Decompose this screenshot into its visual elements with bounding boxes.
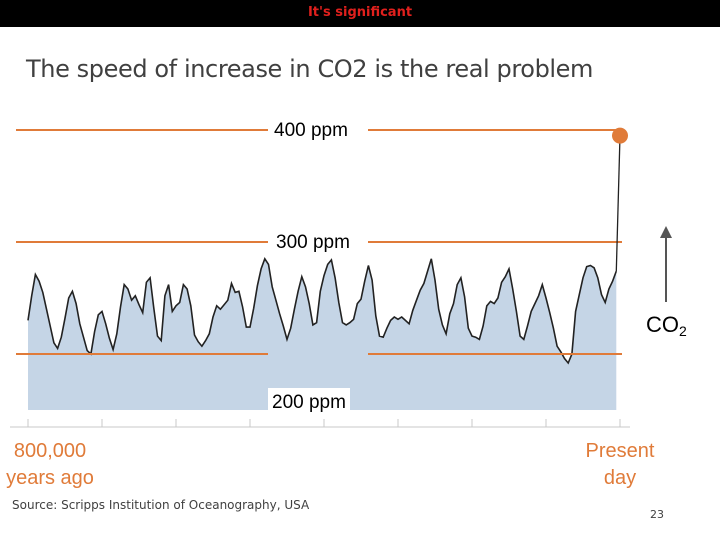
ppm-label-400: 400 ppm [270,119,352,143]
co2-arrow-icon [660,226,672,302]
reference-lines [16,129,622,355]
x-end-label: Present day [572,438,668,492]
co2-area [28,258,617,410]
ppm-label-300: 300 ppm [272,231,354,255]
x-axis [10,419,630,428]
x-end-label-line2: day [603,467,637,489]
present-co2-marker [612,127,628,144]
x-end-label-line1: Present [585,440,655,462]
top-bar [0,0,720,27]
source-citation: Source: Scripps Institution of Oceanogra… [12,498,310,512]
x-start-label: 800,000 years ago [0,438,100,492]
recent-spike-line [615,135,621,272]
co2-label-text: CO [646,312,679,337]
page-number: 23 [650,508,664,521]
section-title: It's significant [307,5,413,20]
ppm-label-200: 200 ppm [268,388,350,419]
co2-label-subscript: 2 [679,323,687,339]
x-start-label-line1: 800,000 [13,440,87,462]
x-start-label-line2: years ago [6,467,94,489]
co2-series-line [27,257,618,365]
co2-axis-label: CO2 [646,312,687,339]
slide-title: The speed of increase in CO2 is the real… [26,55,594,83]
